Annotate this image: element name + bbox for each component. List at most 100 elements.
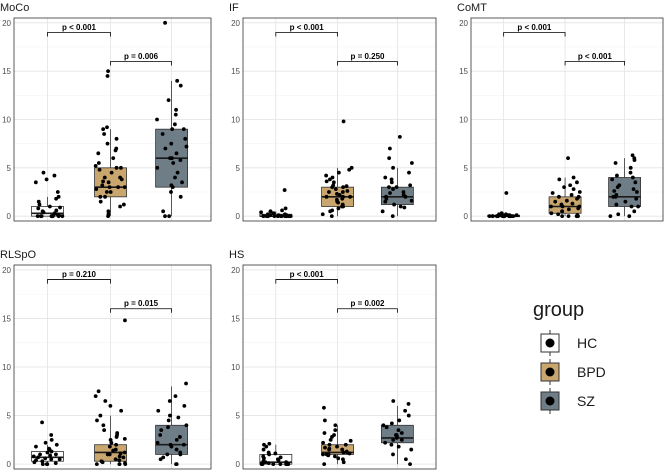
data-point bbox=[634, 190, 639, 194]
data-point bbox=[178, 194, 183, 199]
data-point bbox=[259, 210, 263, 215]
data-point bbox=[271, 211, 276, 216]
data-point bbox=[108, 403, 113, 408]
data-point bbox=[181, 442, 186, 447]
data-point bbox=[571, 175, 576, 180]
data-point bbox=[122, 450, 127, 455]
data-point bbox=[391, 165, 395, 170]
data-point bbox=[44, 177, 49, 182]
data-point bbox=[56, 194, 61, 199]
data-point bbox=[176, 415, 181, 420]
data-point bbox=[623, 199, 628, 204]
data-point bbox=[109, 170, 114, 175]
bracket-line bbox=[337, 61, 398, 66]
data-point bbox=[53, 461, 58, 466]
box-body bbox=[31, 206, 64, 217]
data-point bbox=[167, 399, 172, 403]
panel-hs: HS 0 5 10 15 20 p < 0.001 p = 0.002 bbox=[229, 249, 437, 470]
data-point bbox=[575, 180, 579, 185]
data-point bbox=[278, 455, 283, 460]
data-point bbox=[384, 425, 389, 430]
data-point bbox=[610, 177, 615, 182]
panel-moco: MoCo 0 5 10 15 20 p < 0.001 p = 0.006 bbox=[0, 2, 212, 222]
data-point bbox=[107, 185, 112, 190]
data-point bbox=[121, 455, 126, 460]
data-point bbox=[514, 213, 519, 218]
data-point bbox=[182, 403, 187, 408]
data-point bbox=[31, 454, 36, 459]
data-point bbox=[103, 194, 107, 199]
data-point bbox=[383, 199, 388, 204]
p-value-label: p < 0.001 bbox=[62, 23, 97, 32]
box-bpd bbox=[320, 119, 354, 219]
data-point bbox=[336, 200, 341, 205]
data-point bbox=[566, 207, 571, 212]
y-tick-label: 15 bbox=[231, 67, 240, 76]
data-point bbox=[106, 180, 111, 185]
data-point bbox=[267, 441, 272, 446]
data-point bbox=[155, 165, 160, 170]
data-point bbox=[166, 425, 170, 430]
data-point bbox=[273, 451, 278, 456]
box-hc bbox=[259, 441, 293, 467]
data-point bbox=[272, 214, 277, 219]
box-sz bbox=[380, 399, 414, 467]
data-point bbox=[115, 431, 120, 435]
y-tick-label: 0 bbox=[236, 212, 241, 221]
data-point bbox=[330, 208, 335, 213]
y-tick-label: 10 bbox=[231, 363, 240, 372]
box-bpd bbox=[548, 156, 582, 219]
panel-frame bbox=[470, 17, 664, 222]
data-point bbox=[155, 117, 159, 122]
data-point bbox=[341, 450, 346, 455]
legend-entry-bpd: BPD bbox=[540, 359, 606, 385]
y-tick-label: 5 bbox=[236, 164, 241, 173]
panel-rlspo: RLSpO 0 5 10 15 20 p = 0.210 p = 0.015 bbox=[0, 249, 212, 470]
significance-bracket: p < 0.001 bbox=[503, 23, 566, 37]
y-tick-label: 10 bbox=[231, 116, 240, 125]
y-tick-label: 0 bbox=[7, 212, 12, 221]
data-point bbox=[557, 194, 561, 199]
data-point bbox=[168, 413, 172, 418]
data-point bbox=[111, 448, 116, 453]
data-point bbox=[96, 151, 101, 156]
data-point bbox=[173, 394, 178, 399]
data-point bbox=[49, 457, 54, 462]
data-point bbox=[403, 457, 408, 462]
data-point bbox=[634, 196, 639, 201]
data-point bbox=[322, 405, 326, 410]
data-point bbox=[60, 214, 65, 219]
panel-title: RLSpO bbox=[0, 249, 37, 261]
data-point bbox=[632, 209, 637, 214]
data-point bbox=[407, 170, 411, 175]
panel-title: MoCo bbox=[0, 2, 29, 14]
data-point bbox=[161, 455, 166, 460]
data-point bbox=[98, 194, 103, 199]
data-point bbox=[340, 202, 345, 207]
data-point bbox=[330, 175, 335, 180]
data-point bbox=[259, 462, 264, 467]
y-tick-label: 15 bbox=[2, 314, 11, 323]
data-point bbox=[113, 457, 118, 462]
data-point bbox=[380, 209, 385, 214]
data-point bbox=[163, 146, 168, 151]
data-point bbox=[123, 318, 127, 323]
data-point bbox=[265, 212, 270, 217]
data-point bbox=[93, 394, 98, 399]
data-point bbox=[387, 156, 392, 161]
data-point bbox=[401, 193, 406, 197]
data-point bbox=[266, 461, 271, 466]
data-point bbox=[106, 212, 111, 217]
data-point bbox=[328, 437, 333, 442]
data-point bbox=[335, 197, 339, 202]
data-point bbox=[499, 211, 504, 216]
legend-entry-sz: SZ bbox=[540, 388, 595, 414]
data-point bbox=[49, 437, 54, 442]
data-point bbox=[279, 214, 284, 219]
data-point bbox=[184, 423, 189, 428]
panel-comt: CoMT 0 5 10 15 20 p < 0.001 p < 0.001 bbox=[457, 2, 664, 222]
data-point bbox=[117, 462, 122, 467]
data-point bbox=[122, 436, 127, 441]
data-point bbox=[119, 408, 124, 413]
data-point bbox=[47, 204, 52, 209]
